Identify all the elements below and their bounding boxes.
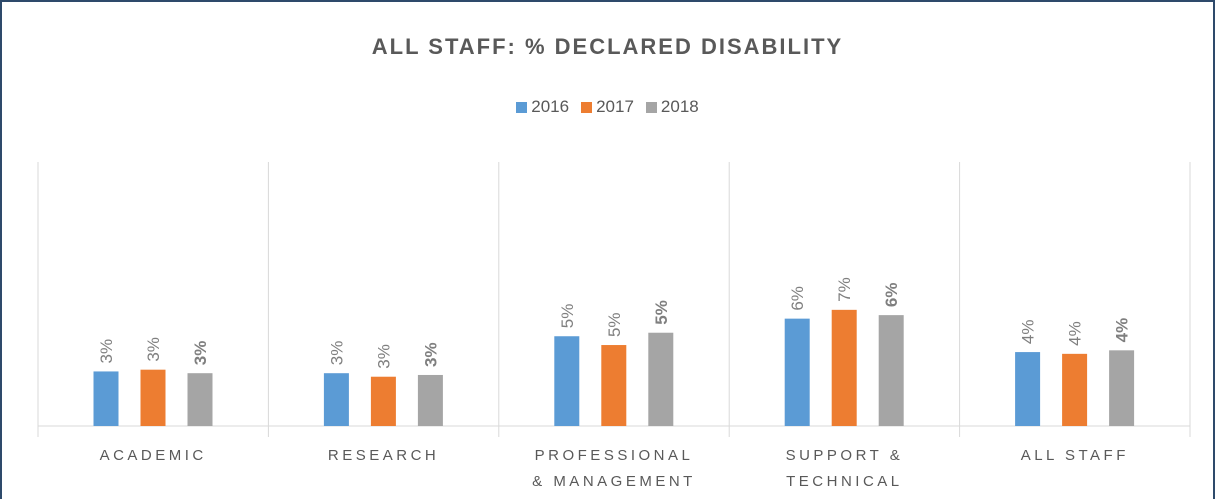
value-label: 6% (788, 286, 807, 311)
value-label: 4% (1066, 321, 1085, 346)
bar (1062, 353, 1088, 426)
x-tick-label: RESEARCH (327, 447, 440, 464)
bar (323, 373, 349, 426)
value-label: 5% (558, 304, 577, 329)
value-label: 3% (144, 337, 163, 362)
legend-swatch (645, 101, 657, 113)
bar (784, 318, 810, 426)
value-label: 3% (191, 341, 210, 366)
legend-label: 2017 (596, 97, 634, 116)
value-label: 3% (97, 339, 116, 364)
value-label: 4% (1113, 318, 1132, 343)
bar (1015, 352, 1041, 426)
bar (554, 336, 580, 426)
x-tick-label: SUPPORT & TECHNICAL (785, 447, 904, 490)
value-label: 3% (421, 342, 440, 367)
legend-item: 2016 (516, 97, 569, 117)
bar (648, 332, 674, 426)
value-label: 4% (1019, 320, 1038, 345)
value-label: 3% (327, 341, 346, 366)
bar (187, 373, 213, 426)
bar (140, 369, 166, 426)
bar (93, 371, 119, 426)
x-tick-label: ALL STAFF (1020, 447, 1129, 464)
chart-title: ALL STAFF: % DECLARED DISABILITY (371, 34, 844, 59)
bar (370, 376, 396, 426)
legend-swatch (581, 101, 593, 113)
value-label: 7% (835, 277, 854, 302)
x-tick-label: PROFESSIONAL & MANAGEMENT (532, 447, 696, 490)
bar (417, 374, 443, 426)
bar (601, 345, 627, 426)
x-tick-label: ACADEMIC (99, 447, 207, 464)
legend-label: 2016 (531, 97, 570, 116)
legend: 2016 2017 2018 (2, 97, 1213, 117)
bar (1109, 350, 1135, 426)
value-label: 3% (374, 344, 393, 369)
bar (878, 315, 904, 426)
legend-item: 2017 (581, 97, 634, 117)
legend-swatch (516, 101, 528, 113)
bar (831, 309, 857, 426)
legend-item: 2018 (645, 97, 699, 117)
value-label: 6% (882, 283, 901, 308)
value-label: 5% (605, 312, 624, 337)
value-label: 5% (652, 300, 671, 325)
legend-label: 2018 (660, 97, 699, 116)
